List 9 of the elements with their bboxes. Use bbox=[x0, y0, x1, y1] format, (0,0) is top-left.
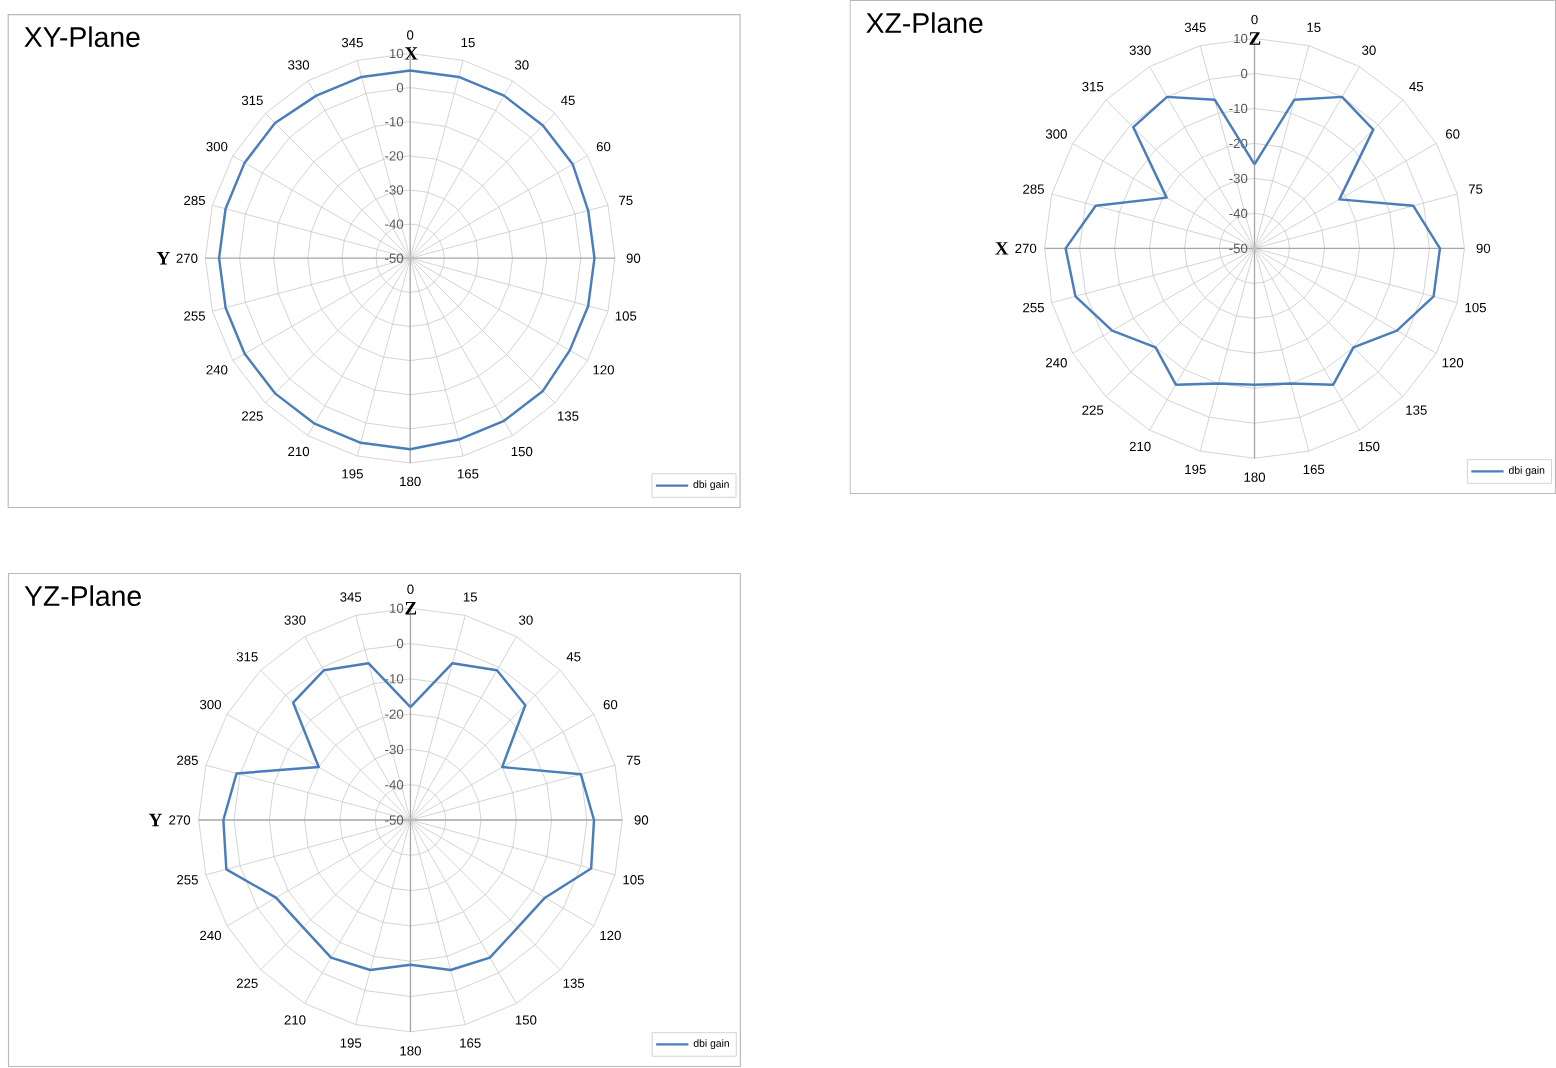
text: X bbox=[404, 46, 418, 60]
text: X bbox=[995, 241, 1009, 255]
text: Z bbox=[405, 601, 417, 615]
chart-title: XZ-Plane bbox=[866, 11, 983, 33]
chart-title: YZ-Plane bbox=[24, 584, 141, 606]
text: Z bbox=[1249, 31, 1261, 45]
text: Y bbox=[148, 813, 162, 826]
chart-title: XY-Plane bbox=[24, 26, 140, 47]
text: Y bbox=[156, 251, 170, 265]
